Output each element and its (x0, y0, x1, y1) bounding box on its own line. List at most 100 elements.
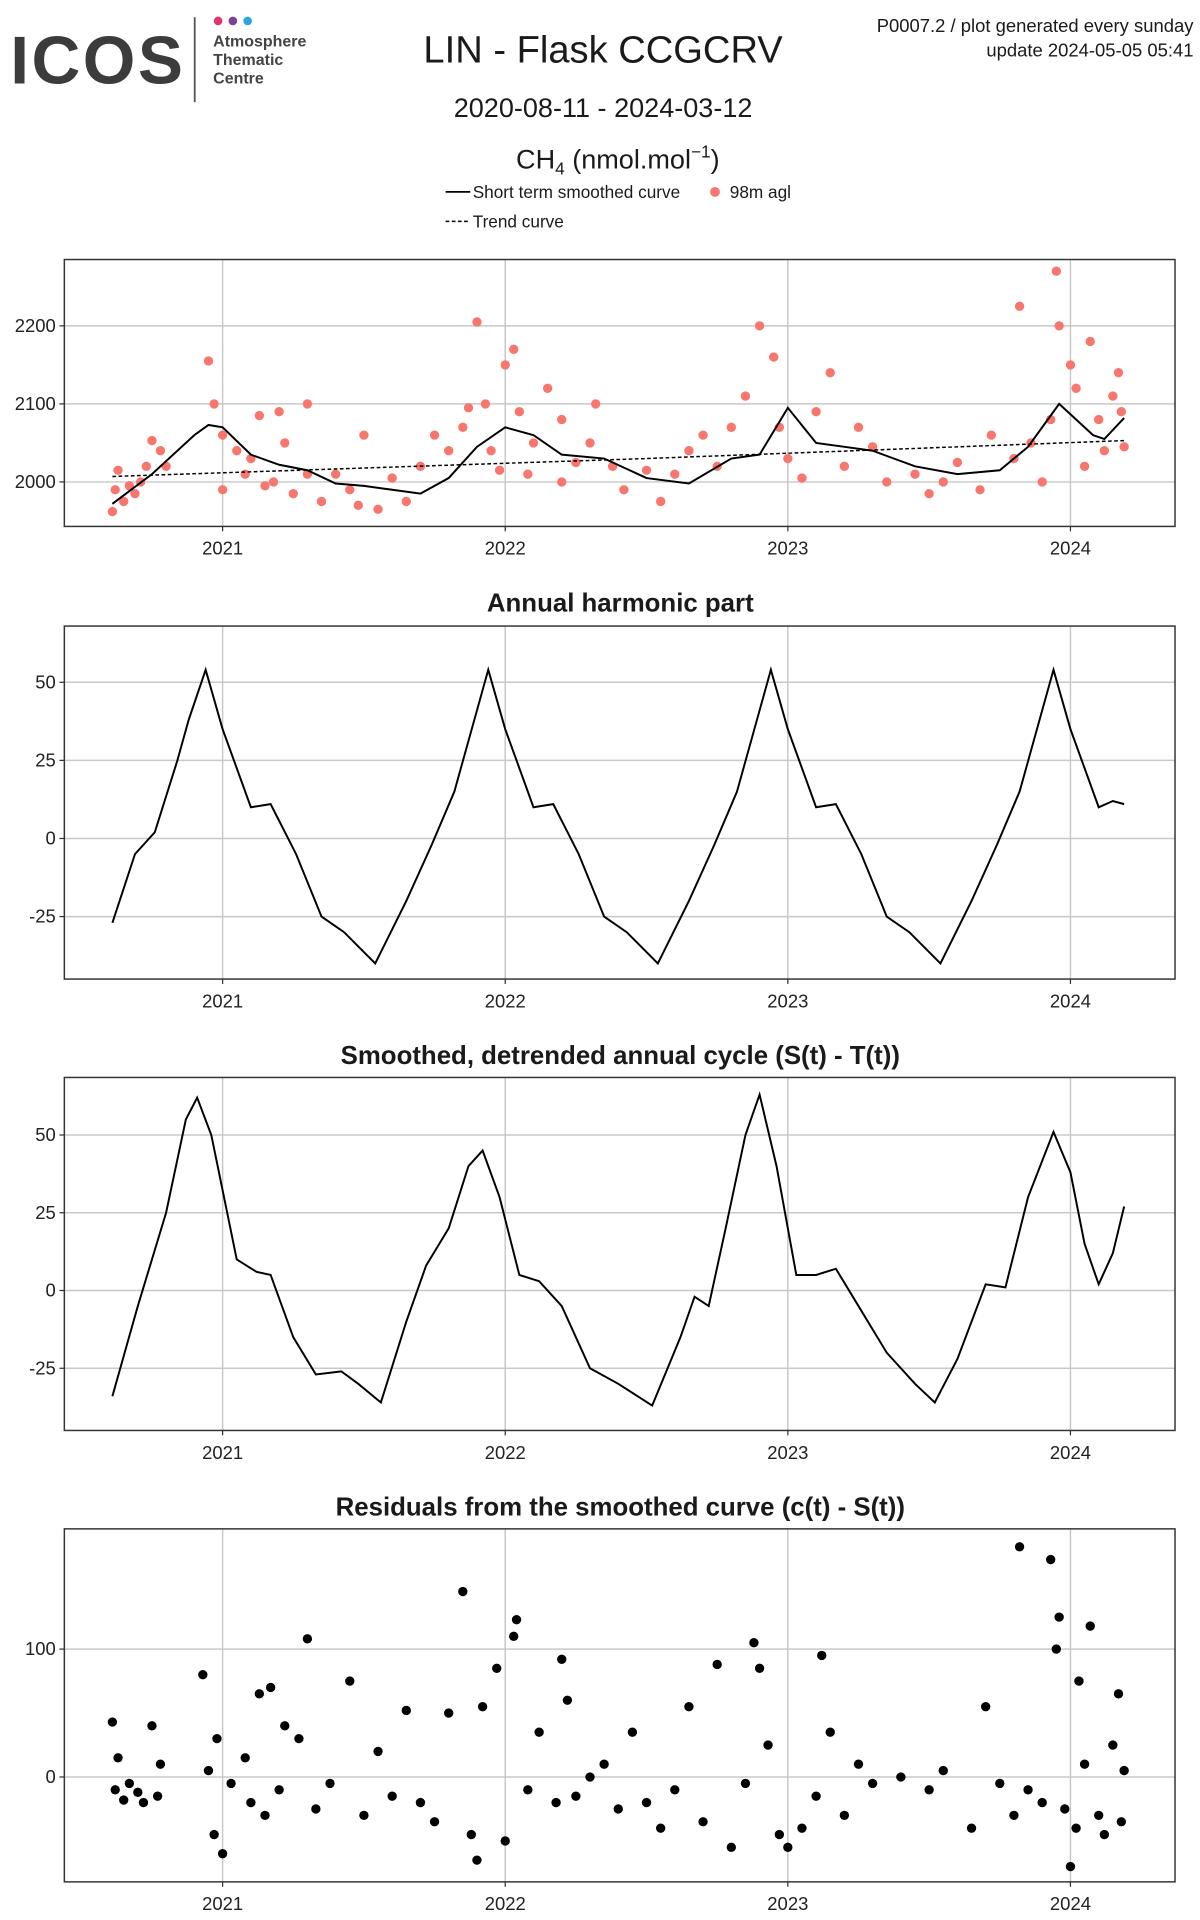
point (534, 1727, 544, 1737)
point (1079, 1759, 1090, 1769)
point (825, 1727, 835, 1737)
point (966, 1823, 977, 1833)
point (896, 1772, 906, 1782)
point (486, 446, 496, 456)
point (542, 383, 553, 393)
x-tick-label: 2024 (1050, 990, 1091, 1011)
x-tick-label: 2021 (202, 990, 243, 1011)
point (274, 1785, 284, 1795)
point (500, 1836, 510, 1846)
y-axis-label: CH4 (nmol.mol−1) (516, 141, 720, 178)
point (853, 1759, 864, 1769)
y-tick-label: 100 (25, 1638, 56, 1659)
point (444, 1708, 454, 1718)
point (387, 473, 397, 483)
chart-subtitle: 2020-08-11 - 2024-03-12 (454, 93, 753, 123)
point (511, 1615, 522, 1625)
x-tick-label: 2021 (202, 1893, 243, 1914)
point (1119, 1765, 1129, 1776)
point (217, 485, 228, 495)
point (910, 469, 920, 479)
point (1051, 1644, 1061, 1654)
line (111, 402, 1125, 505)
point (141, 461, 151, 472)
point (240, 469, 250, 479)
point (749, 1638, 759, 1648)
y-tick-label: 0 (45, 1280, 55, 1301)
point (754, 321, 765, 331)
point (769, 352, 779, 362)
point (203, 1765, 214, 1776)
panel-border (63, 625, 1176, 980)
point (551, 1797, 561, 1808)
point (698, 430, 708, 440)
point (1079, 461, 1090, 472)
panel-border (63, 258, 1176, 528)
point (280, 1721, 290, 1731)
point (938, 1765, 948, 1776)
x-tick-label: 2022 (485, 1442, 526, 1463)
point (401, 496, 411, 507)
panel-title: Smoothed, detrended annual cycle (S(t) -… (341, 1042, 900, 1070)
x-tick-label: 2024 (1050, 1442, 1091, 1463)
line (111, 1091, 1126, 1408)
point (627, 1727, 638, 1737)
logo-sub: Thematic (213, 52, 283, 69)
point (492, 1663, 502, 1673)
point (1094, 1810, 1104, 1821)
point (1108, 391, 1118, 401)
point (817, 1650, 827, 1661)
point (867, 442, 878, 452)
point (147, 435, 157, 446)
point (783, 453, 793, 464)
logo-dot (213, 16, 223, 26)
point (1099, 446, 1110, 456)
y-tick-label: 2200 (15, 315, 56, 336)
point (472, 317, 482, 327)
point (1094, 414, 1104, 425)
point (986, 430, 996, 440)
y-tick-label: 2100 (15, 393, 56, 414)
point (1051, 266, 1061, 276)
point (670, 1785, 680, 1795)
point (232, 446, 242, 456)
point (133, 1787, 143, 1798)
point (155, 1759, 166, 1769)
point (203, 356, 214, 366)
x-tick-label: 2023 (767, 990, 808, 1011)
point (557, 477, 567, 487)
point (198, 1669, 208, 1680)
y-tick-label: 0 (45, 1766, 55, 1787)
x-tick-label: 2023 (767, 1442, 808, 1463)
x-tick-label: 2022 (485, 990, 526, 1011)
y-tick-label: 25 (35, 750, 56, 771)
logo-sub: Atmosphere (213, 34, 306, 51)
point (924, 1785, 934, 1795)
point (571, 1791, 581, 1801)
point (280, 438, 290, 448)
point (113, 465, 123, 475)
point (316, 496, 327, 507)
point (557, 414, 567, 425)
point (619, 485, 629, 495)
point (1065, 1861, 1076, 1872)
point (740, 391, 751, 401)
update-line: update 2024-05-05 05:41 (986, 40, 1193, 61)
point (867, 1778, 878, 1789)
point (655, 1823, 666, 1833)
point (1014, 1542, 1025, 1552)
point (119, 1795, 129, 1805)
point (246, 1797, 256, 1808)
point (444, 446, 454, 456)
panel-title: Residuals from the smoothed curve (c(t) … (336, 1493, 905, 1521)
point (1116, 1817, 1126, 1827)
point (472, 1855, 482, 1865)
point (811, 1791, 821, 1801)
point (254, 1689, 265, 1699)
point (152, 1791, 163, 1801)
point (740, 1778, 751, 1789)
point (463, 403, 474, 413)
point (466, 1829, 476, 1840)
point (882, 477, 892, 487)
point (853, 422, 864, 432)
